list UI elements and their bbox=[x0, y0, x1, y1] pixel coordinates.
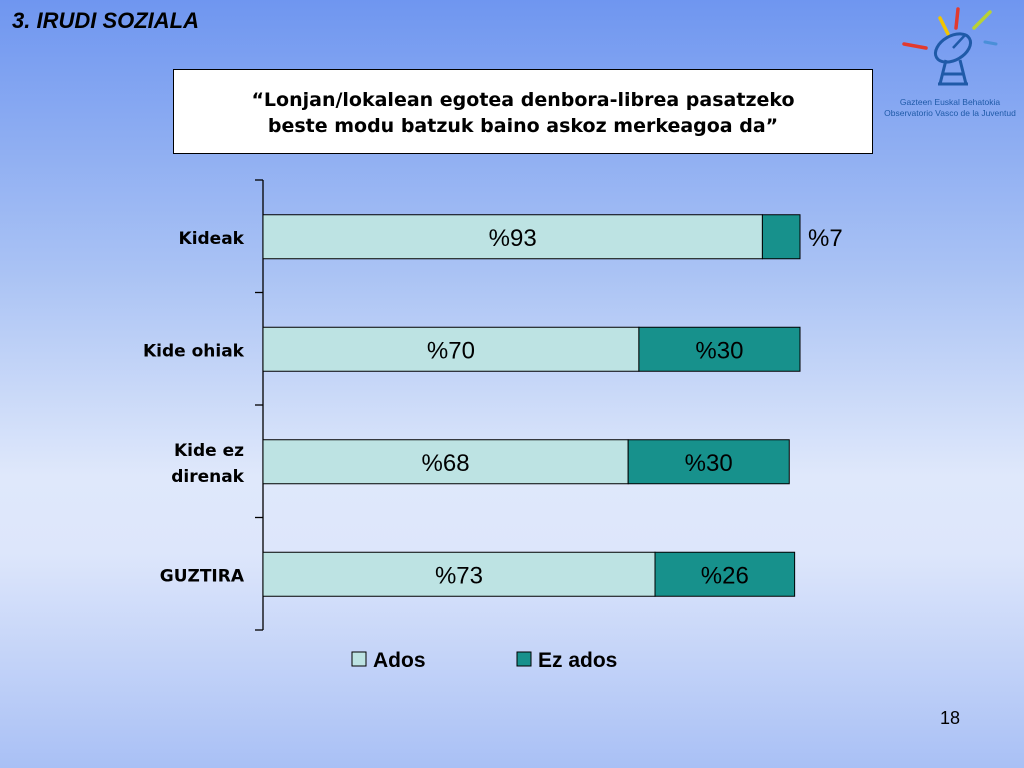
logo-text-basque: Gazteen Euskal Behatokia bbox=[899, 97, 1001, 107]
data-label: %93 bbox=[489, 225, 537, 252]
legend-label: Ez ados bbox=[538, 649, 617, 672]
page-number: 18 bbox=[940, 708, 961, 728]
satellite-dish-icon bbox=[902, 7, 998, 86]
legend-label: Ados bbox=[373, 649, 426, 672]
logo-text-spanish: Observatorio Vasco de la Juventud bbox=[884, 108, 1016, 118]
category-label: Kideak bbox=[179, 229, 245, 249]
data-label: %73 bbox=[435, 562, 483, 589]
category-label: GUZTIRA bbox=[160, 566, 245, 586]
bar-ez-ados-3 bbox=[654, 551, 796, 597]
quote-line-1: “Lonjan/lokalean egotea denbora-librea p… bbox=[251, 89, 795, 111]
bar-ados-0 bbox=[262, 214, 763, 260]
bar-ez-ados-1 bbox=[638, 326, 801, 372]
bar-ados-3 bbox=[262, 551, 656, 597]
data-label: %68 bbox=[422, 450, 470, 477]
category-label: direnak bbox=[171, 467, 244, 487]
bar-ados-1 bbox=[262, 326, 640, 372]
data-label: %70 bbox=[427, 337, 475, 364]
quote-line-2: beste modu batzuk baino askoz merkeagoa … bbox=[267, 115, 779, 137]
legend-swatch bbox=[516, 651, 532, 667]
data-label: %30 bbox=[695, 337, 743, 364]
category-label: Kide ohiak bbox=[143, 341, 245, 361]
bar-ez-ados-0 bbox=[761, 214, 801, 260]
bar-ez-ados-2 bbox=[627, 439, 790, 485]
data-label: %7 bbox=[808, 225, 843, 252]
category-label: Kide ez bbox=[174, 441, 244, 461]
data-label: %30 bbox=[685, 450, 733, 477]
logo: Gazteen Euskal Behatokia Observatorio Va… bbox=[880, 4, 1020, 124]
legend-swatch bbox=[351, 651, 367, 667]
bar-ados-2 bbox=[262, 439, 629, 485]
quote-box: “Lonjan/lokalean egotea denbora-librea p… bbox=[173, 69, 873, 154]
slide-title: 3. IRUDI SOZIALA bbox=[12, 8, 200, 33]
data-label: %26 bbox=[701, 562, 749, 589]
